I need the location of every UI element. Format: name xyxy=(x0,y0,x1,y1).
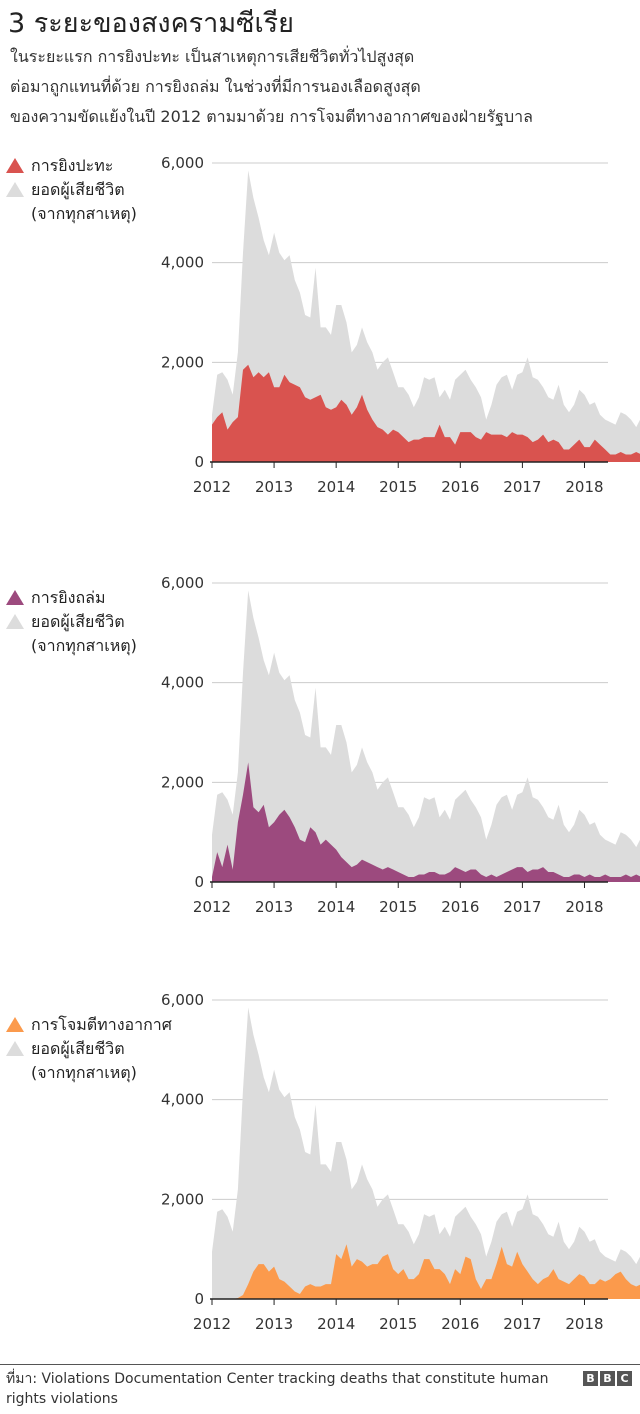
y-tick-label: 4,000 xyxy=(161,254,204,272)
y-tick-label: 6,000 xyxy=(161,154,204,172)
total-deaths-area xyxy=(212,1007,640,1299)
airstrikes-legend-triangle-icon xyxy=(6,1017,24,1032)
legend-item-total: ยอดผู้เสียชีวิต xyxy=(6,178,137,202)
x-tick-label: 2016 xyxy=(441,478,479,496)
y-tick-label: 4,000 xyxy=(161,1091,204,1109)
total-legend-triangle-icon xyxy=(6,1041,24,1056)
legend-item-total: ยอดผู้เสียชีวิต xyxy=(6,610,137,634)
airstrikes-legend: การโจมตีทางอากาศ ยอดผู้เสียชีวิต (จากทุก… xyxy=(6,1013,172,1085)
x-tick-label: 2012 xyxy=(193,1315,231,1333)
x-tick-label: 2016 xyxy=(441,1315,479,1333)
airstrikes-chart-panel: 0 2,000 4,000 6,000 2012 2013 2014 2015 2016 2017… xyxy=(0,985,640,1355)
x-tick-label: 2013 xyxy=(255,478,293,496)
bbc-logo-letter: B xyxy=(600,1371,615,1386)
x-tick-label: 2013 xyxy=(255,1315,293,1333)
x-tick-label: 2018 xyxy=(565,1315,603,1333)
legend-label-total-note: (จากทุกสาเหตุ) xyxy=(31,1063,137,1082)
source-note: ที่มา: Violations Documentation Center t… xyxy=(6,1371,549,1407)
subtitle-line: ต่อมาถูกแทนที่ด้วย การยิงถล่ม ในช่วงที่ม… xyxy=(10,77,421,96)
legend-item-total: ยอดผู้เสียชีวิต xyxy=(6,1037,172,1061)
subtitle-line: ในระยะแรก การยิงปะทะ เป็นสาเหตุการเสียชี… xyxy=(10,47,415,66)
x-tick-label: 2012 xyxy=(193,478,231,496)
subtitle-line: ของความขัดแย้งในปี 2012 ตามมาด้วย การโจม… xyxy=(10,107,533,126)
legend-label-total: ยอดผู้เสียชีวิต xyxy=(31,1039,125,1058)
x-tick-label: 2017 xyxy=(503,478,541,496)
x-tick-label: 2014 xyxy=(317,478,355,496)
shelling-chart-panel: 0 2,000 4,000 6,000 2012 2013 2014 2015 2016 2017… xyxy=(0,568,640,938)
x-tick-label: 2018 xyxy=(565,898,603,916)
x-tick-label: 2013 xyxy=(255,898,293,916)
y-tick-label: 2,000 xyxy=(161,1190,204,1208)
legend-item-airstrikes: การโจมตีทางอากาศ xyxy=(6,1013,172,1037)
clashes-deaths-area xyxy=(212,364,640,462)
legend-label-total: ยอดผู้เสียชีวิต xyxy=(31,180,125,199)
y-tick-label: 6,000 xyxy=(161,574,204,592)
clashes-legend-triangle-icon xyxy=(6,158,24,173)
chart-subtitle: ในระยะแรก การยิงปะทะ เป็นสาเหตุการเสียชี… xyxy=(10,42,635,132)
legend-label-total: ยอดผู้เสียชีวิต xyxy=(31,612,125,631)
x-tick-label: 2017 xyxy=(503,1315,541,1333)
legend-label-total-note: (จากทุกสาเหตุ) xyxy=(31,636,137,655)
legend-item-shelling: การยิงถล่ม xyxy=(6,586,137,610)
clashes-legend: การยิงปะทะ ยอดผู้เสียชีวิต (จากทุกสาเหตุ… xyxy=(6,154,137,226)
total-legend-triangle-icon xyxy=(6,182,24,197)
clashes-chart-panel: 0 2,000 4,000 6,000 2012 2013 2014 2015 2016 2017… xyxy=(0,148,640,518)
total-deaths-area xyxy=(212,170,640,462)
legend-label-airstrikes: การโจมตีทางอากาศ xyxy=(31,1015,172,1034)
shelling-legend: การยิงถล่ม ยอดผู้เสียชีวิต (จากทุกสาเหตุ… xyxy=(6,586,137,658)
y-tick-label: 0 xyxy=(194,1290,204,1308)
legend-item-clashes: การยิงปะทะ xyxy=(6,154,137,178)
x-tick-label: 2017 xyxy=(503,898,541,916)
shelling-chart: 0 2,000 4,000 6,000 2012 2013 2014 2015 2016 2017… xyxy=(161,574,640,916)
x-tick-label: 2014 xyxy=(317,1315,355,1333)
x-tick-label: 2016 xyxy=(441,898,479,916)
x-tick-label: 2014 xyxy=(317,898,355,916)
y-tick-label: 0 xyxy=(194,453,204,471)
chart-title: 3 ระยะของสงครามซีเรีย xyxy=(8,8,295,39)
y-tick-label: 2,000 xyxy=(161,353,204,371)
bbc-logo: B B C xyxy=(583,1371,632,1386)
bbc-logo-letter: C xyxy=(617,1371,632,1386)
y-tick-label: 0 xyxy=(194,873,204,891)
x-tick-label: 2015 xyxy=(379,898,417,916)
x-tick-label: 2015 xyxy=(379,478,417,496)
airstrikes-deaths-area xyxy=(212,1244,640,1299)
airstrikes-chart: 0 2,000 4,000 6,000 2012 2013 2014 2015 2016 2017… xyxy=(161,991,640,1333)
x-tick-label: 2015 xyxy=(379,1315,417,1333)
legend-label-clashes: การยิงปะทะ xyxy=(31,156,114,175)
total-deaths-area xyxy=(212,590,640,882)
footer-divider xyxy=(0,1364,640,1365)
y-tick-label: 2,000 xyxy=(161,773,204,791)
y-tick-label: 6,000 xyxy=(161,991,204,1009)
bbc-logo-letter: B xyxy=(583,1371,598,1386)
shelling-deaths-area xyxy=(212,762,640,882)
shelling-legend-triangle-icon xyxy=(6,590,24,605)
x-tick-label: 2018 xyxy=(565,478,603,496)
legend-label-shelling: การยิงถล่ม xyxy=(31,588,106,607)
clashes-chart: 0 2,000 4,000 6,000 2012 2013 2014 2015 2016 2017… xyxy=(161,154,640,496)
x-tick-label: 2012 xyxy=(193,898,231,916)
legend-label-total-note: (จากทุกสาเหตุ) xyxy=(31,204,137,223)
y-tick-label: 4,000 xyxy=(161,674,204,692)
total-legend-triangle-icon xyxy=(6,614,24,629)
